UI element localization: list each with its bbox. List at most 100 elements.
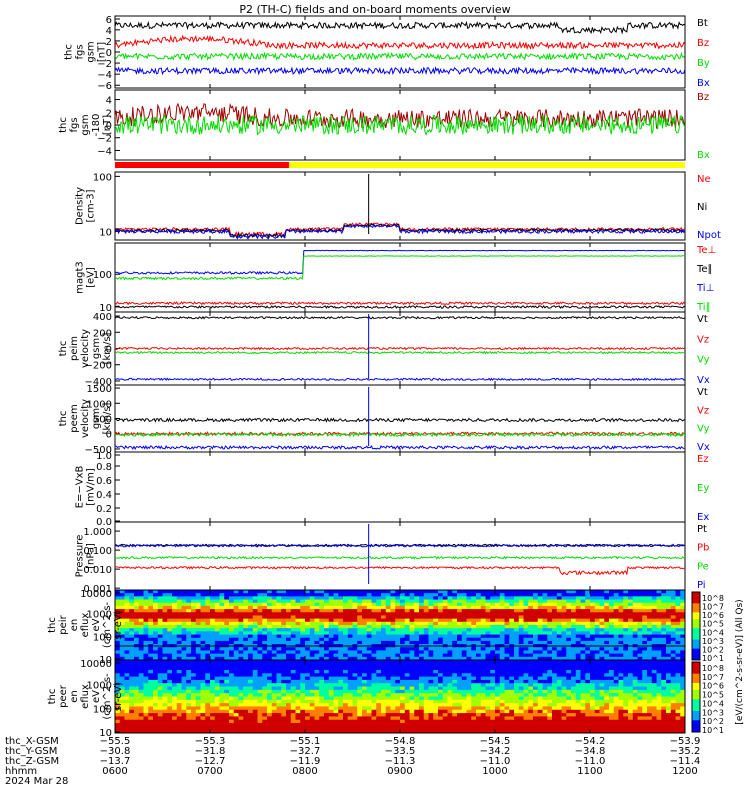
ele_spec-ylabel-line: en — [69, 690, 80, 703]
xaxis-value: −54.5 — [480, 736, 511, 747]
ele_spec-cells — [115, 660, 686, 734]
pressure-ylabel: Pressure [nPa] — [75, 535, 97, 578]
fgs-series-bt — [115, 20, 685, 35]
pressure-ylabel-line: [nPa] — [86, 543, 97, 569]
pressure-legend-pt: Pt — [697, 524, 707, 535]
ele_spec-ylabel-line: (cm^2-s- — [102, 673, 113, 720]
efield-legend-ex: Ex — [697, 512, 709, 523]
efield-legend-ez: Ez — [697, 454, 709, 465]
xaxis-value: −55.3 — [195, 736, 226, 747]
temp-ylabel-line: [eV] — [86, 267, 97, 288]
colorbar-cell — [692, 626, 700, 629]
colorbar-tick: 10^8 — [702, 594, 724, 603]
ve-legend-vz: Vz — [697, 405, 709, 416]
efield-ytick-label: 0.6 — [96, 476, 112, 487]
xaxis-value: −32.7 — [290, 746, 321, 757]
xaxis-value: −34.2 — [480, 746, 511, 757]
fgs_hp-ylabel-line: -180 — [91, 114, 102, 137]
colorbar-cell — [692, 666, 700, 670]
colorbar-cell — [692, 706, 700, 710]
colorbar-tick: 10^2 — [702, 717, 724, 726]
colorbar-cell — [692, 639, 700, 643]
colorbar-tick: 10^6 — [702, 682, 724, 691]
temp-ytick-label: 100 — [93, 270, 112, 281]
colorbar-cell — [692, 701, 700, 705]
ion_spec-cells — [115, 590, 686, 661]
fgs_hp-ytick-label: 4 — [106, 96, 112, 107]
ion_spec-ylabel-line: peir — [58, 614, 69, 634]
vi-ytick-label: 200 — [93, 328, 112, 339]
xaxis-value: 0900 — [387, 766, 412, 777]
pressure-series-pb — [115, 565, 685, 576]
efield-ytick-label: 0.8 — [96, 462, 112, 473]
temp-legend-te⊥: Te⊥ — [696, 245, 716, 256]
temp-legend-ti∥: Ti∥ — [696, 302, 711, 313]
colorbar-cell — [692, 616, 700, 620]
vi-ylabel-line: [km/s] — [102, 332, 113, 364]
temp-ytick-label: 10 — [99, 303, 112, 314]
colorbar-tick: 10^2 — [702, 645, 724, 654]
colorbar-cell — [692, 594, 700, 598]
colorbar-cell — [692, 678, 700, 682]
colorbar-cell — [692, 687, 700, 691]
vi-legend-vy: Vy — [697, 355, 710, 366]
xaxis-value: −12.7 — [195, 756, 226, 767]
colorbar-cell — [692, 690, 700, 693]
vi-ylabel-line: thc — [58, 341, 69, 357]
mode-segment — [115, 162, 290, 168]
pressure-series-pe — [115, 555, 685, 560]
pressure-ytick-label: 0.010 — [83, 565, 112, 576]
fgs-ytick-label: 0 — [106, 48, 112, 59]
colorbar-tick: 10^3 — [702, 708, 724, 717]
colorbar-tick: 10^1 — [702, 654, 724, 663]
fgs-series-bz — [115, 34, 685, 51]
colorbar-cell — [692, 727, 700, 731]
fgs_hp-legend-bx: Bx — [697, 150, 710, 161]
ion_spec-ytick-label: 10000 — [80, 589, 112, 600]
colorbar-cell — [692, 612, 700, 616]
colorbar-cell — [692, 605, 700, 609]
fgs-traces — [115, 20, 685, 76]
colorbar-cell — [692, 614, 700, 618]
temp-traces — [115, 249, 685, 309]
vi-ytick-label: −200 — [85, 361, 112, 372]
fgs-series-bx — [115, 66, 685, 76]
fgs-ylabel-line: fgs — [75, 44, 86, 59]
vi-legend-vt: Vt — [697, 314, 708, 325]
ion_spec-ytick-label: 10 — [99, 655, 112, 666]
density-legend-ni: Ni — [697, 202, 707, 213]
ion_spec-ylabel-line: en — [69, 619, 80, 632]
ve-ytick-label: −500 — [85, 445, 112, 456]
vi-series-vx — [115, 377, 685, 382]
xaxis-value: −11.3 — [385, 756, 416, 767]
fgs_hp-series-bx — [115, 114, 685, 136]
xaxis-row-label: thc_Z-GSM — [5, 756, 59, 767]
colorbar-tick: 10^4 — [702, 628, 724, 637]
ion_spec-ylabel-line: (cm^2-s- — [102, 601, 113, 648]
ve-frame — [114, 384, 686, 453]
xaxis-value: 1000 — [482, 766, 507, 777]
colorbar-cell — [692, 621, 700, 625]
ele_spec-ylabel-line: sr-eV) — [113, 682, 124, 711]
ve-ytick-label: 1500 — [87, 384, 112, 395]
ion_spec-ylabel: thc peir en eflux eV (cm^2-s-sr-eV) — [47, 601, 124, 648]
efield-ylabel-line: [mV/m] — [86, 468, 97, 506]
fgs-ylabel-line: gsm — [86, 41, 97, 62]
density-ytick-label: 100 — [93, 172, 112, 183]
ve-ytick-label: 0 — [106, 430, 112, 441]
colorbar-cell — [692, 637, 700, 641]
efield-ytick-label: 1.0 — [96, 451, 112, 462]
fgs_hp-ytick-label: 2 — [106, 108, 112, 119]
colorbar-cell — [692, 673, 700, 677]
colorbar-cell — [692, 699, 700, 703]
efield-ytick-label: 0.4 — [96, 490, 112, 501]
plot-title: P2 (TH-C) fields and on-board moments ov… — [239, 3, 510, 16]
colorbar-cell — [692, 623, 700, 627]
fgs-series-by — [115, 51, 685, 62]
colorbar-cell — [692, 685, 700, 689]
ele_spec-ylabel-line: eV — [91, 690, 102, 703]
xaxis-value: −11.0 — [575, 756, 606, 767]
fgs-ylabel: thc fgs gsm [nT] — [64, 41, 108, 62]
temp-legend-te∥: Te∥ — [696, 264, 713, 275]
efield-ytick-label: 0.0 — [96, 517, 112, 528]
